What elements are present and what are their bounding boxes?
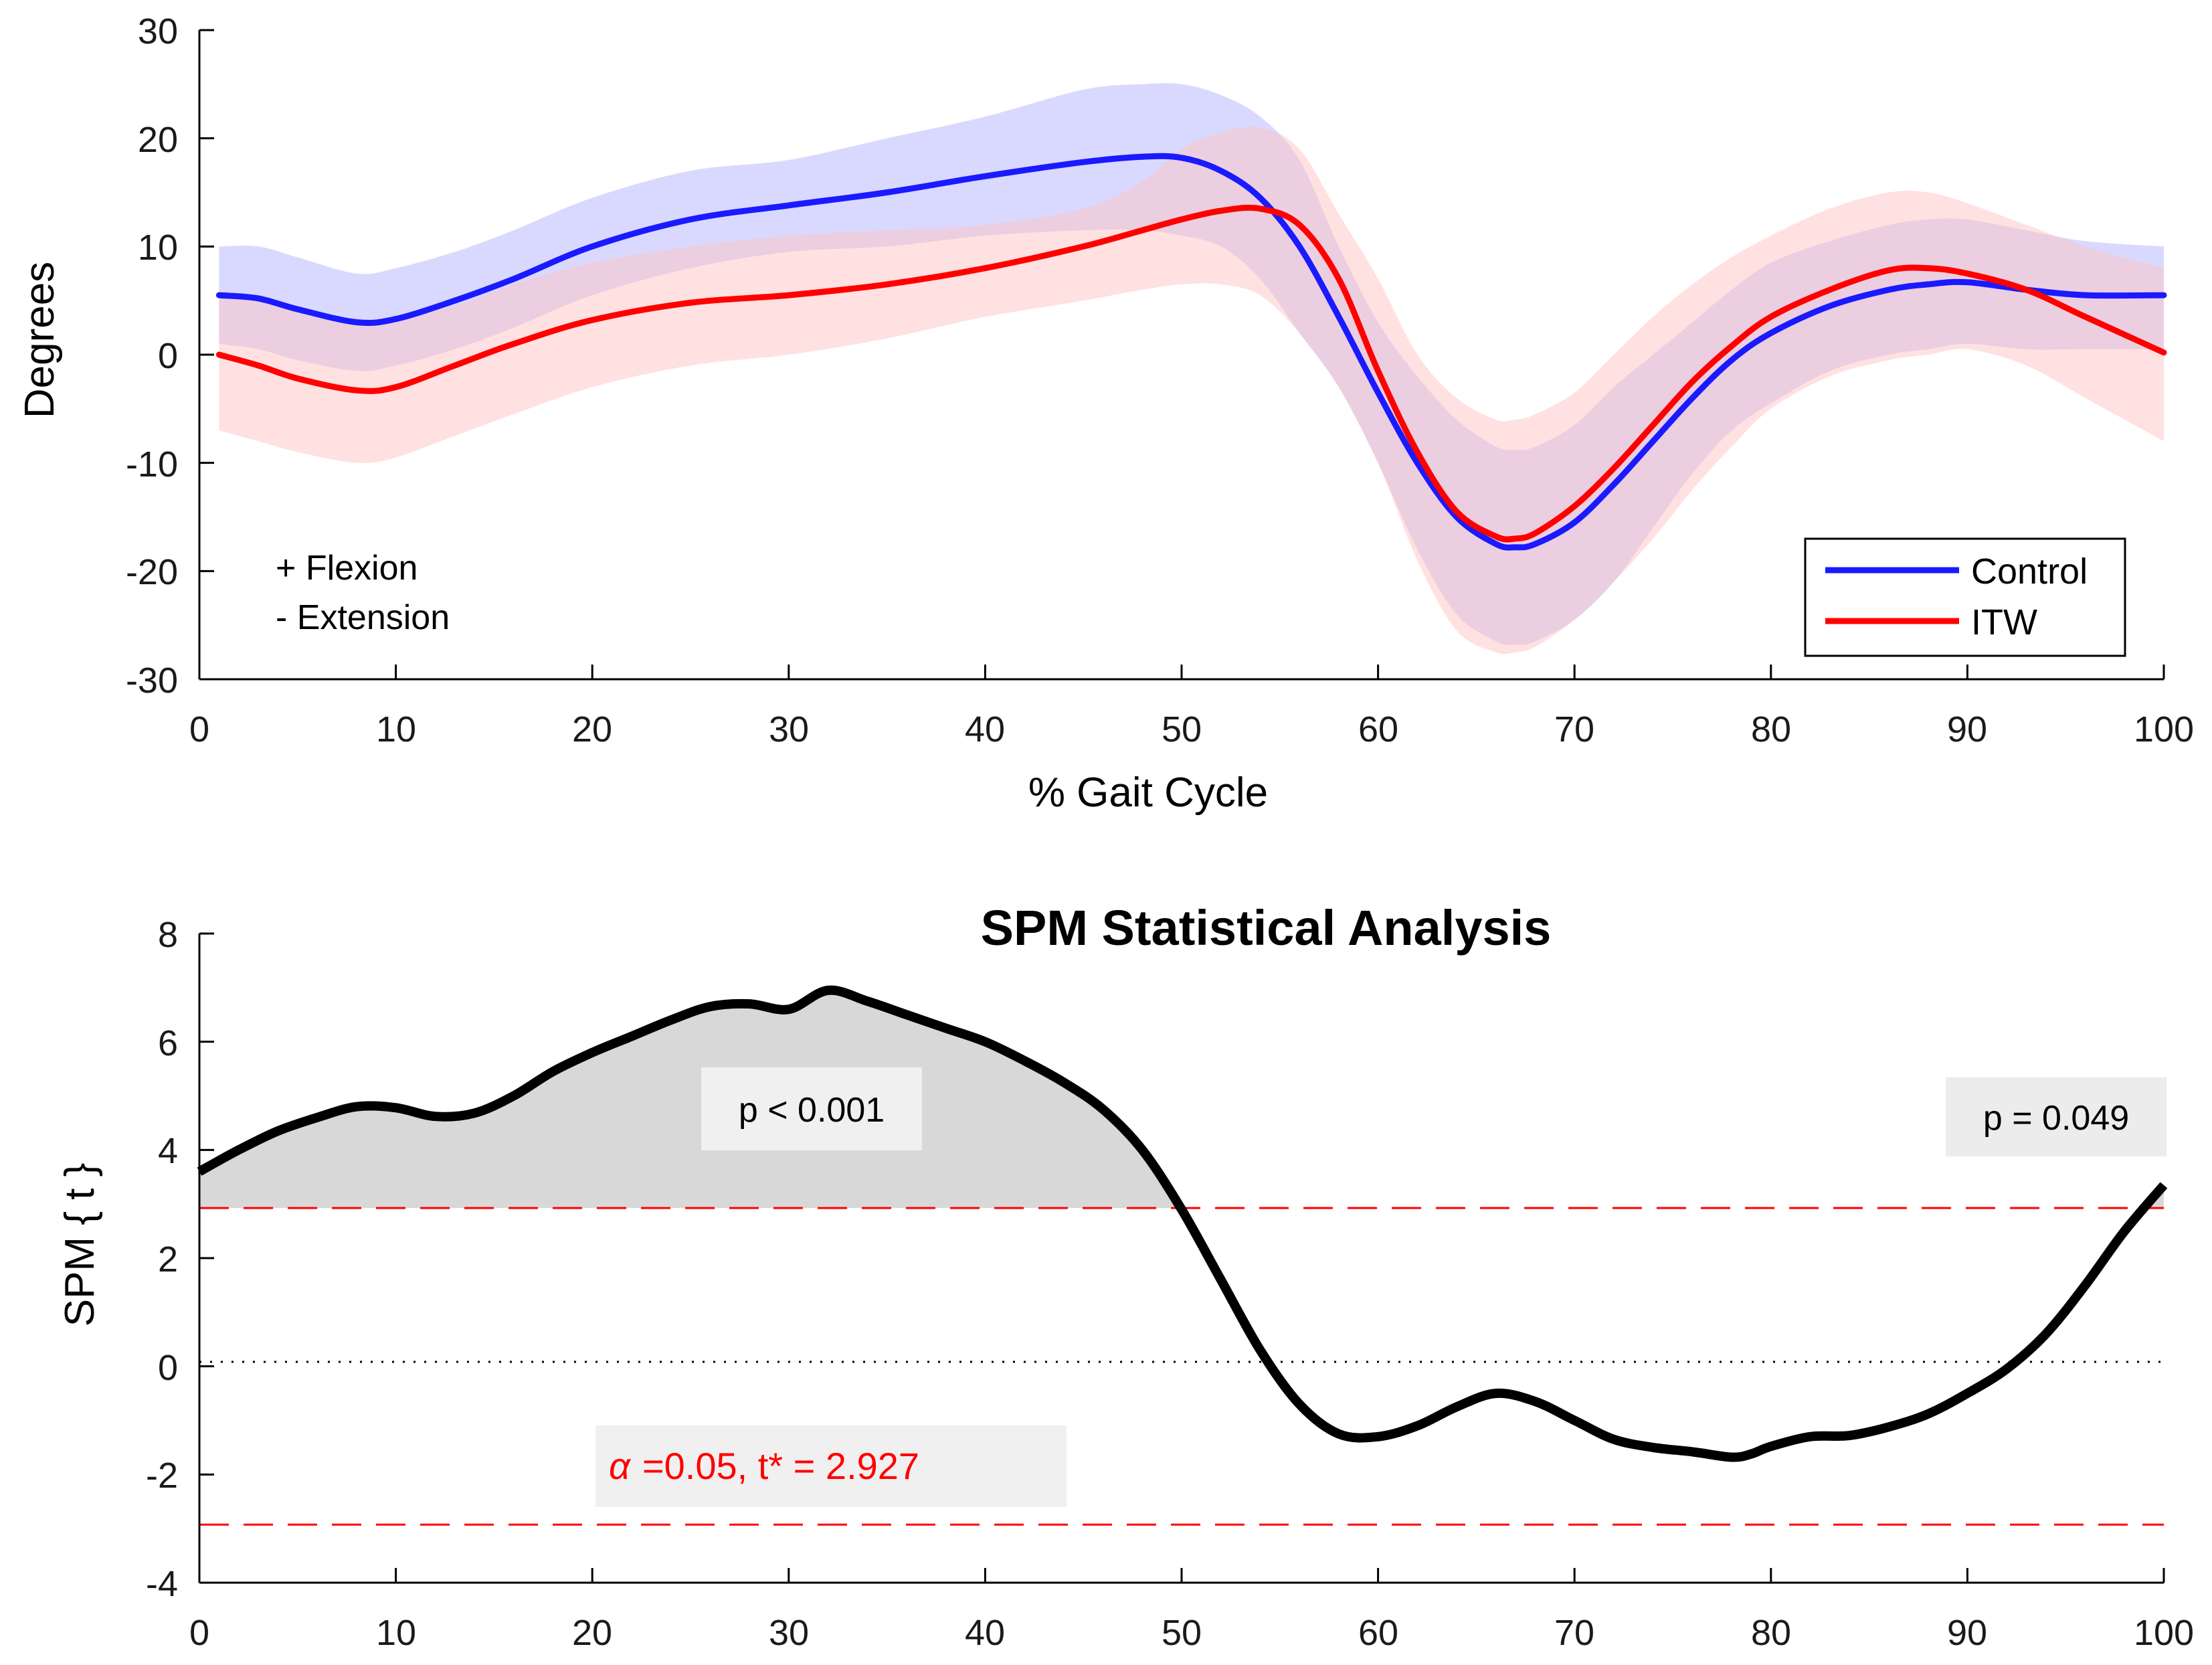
xtick-label: 60 bbox=[1358, 709, 1398, 750]
xtick-label: 90 bbox=[1947, 709, 1987, 750]
xtick-label: 60 bbox=[1358, 1613, 1398, 1653]
ytick-label: 0 bbox=[158, 336, 178, 376]
xtick-label: 0 bbox=[189, 709, 209, 750]
xtick-label: 70 bbox=[1554, 1613, 1594, 1653]
legend-label-itw: ITW bbox=[1971, 602, 2037, 642]
xtick-label: 40 bbox=[965, 1613, 1005, 1653]
spm-y-label: SPM { t } bbox=[57, 1163, 103, 1327]
xtick-label: 30 bbox=[769, 709, 809, 750]
spm-title: SPM Statistical Analysis bbox=[981, 900, 1552, 956]
xtick-label: 70 bbox=[1554, 709, 1594, 750]
kinematics-plot: 30 20 10 0 -10 -20 -30 0 10 20 30 40 50 … bbox=[17, 11, 2194, 816]
series-line-control bbox=[215, 153, 2167, 551]
kinematics-xtick-labels: 0 10 20 30 40 50 60 70 80 90 100 bbox=[189, 709, 2194, 750]
ytick-label: 30 bbox=[138, 11, 178, 52]
xtick-label: 20 bbox=[572, 709, 612, 750]
spm-ticks bbox=[198, 932, 2165, 1584]
band-itw bbox=[219, 126, 2164, 654]
xtick-label: 30 bbox=[769, 1613, 809, 1653]
alpha-symbol: α bbox=[609, 1445, 632, 1487]
threshold-label: α =0.05, t* = 2.927 bbox=[609, 1445, 919, 1487]
threshold-text: =0.05, t* = 2.927 bbox=[642, 1445, 919, 1487]
threshold-label-bg bbox=[595, 1425, 1067, 1507]
ytick-label: 10 bbox=[138, 228, 178, 268]
xtick-label: 10 bbox=[376, 1613, 416, 1653]
kinematics-bands bbox=[219, 83, 2164, 654]
spm-ytick-labels: 8 6 4 2 0 -2 -4 bbox=[146, 915, 178, 1604]
ytick-label: 20 bbox=[138, 120, 178, 160]
xtick-label: 20 bbox=[572, 1613, 612, 1653]
spm-cluster-fills bbox=[199, 990, 2164, 1209]
series-line-itw bbox=[215, 204, 2167, 543]
spm-xtick-labels: 0 10 20 30 40 50 60 70 80 90 100 bbox=[189, 1613, 2194, 1653]
ytick-label: -10 bbox=[126, 444, 178, 485]
spm-threshold-lines bbox=[199, 1207, 2164, 1526]
legend-box bbox=[1804, 537, 2126, 657]
xtick-label: 80 bbox=[1751, 709, 1791, 750]
ytick-label: 2 bbox=[158, 1239, 178, 1280]
ytick-label: -30 bbox=[126, 661, 178, 701]
kinematics-lines bbox=[215, 153, 2167, 551]
cluster-1-p-value: p < 0.001 bbox=[739, 1091, 885, 1130]
kinematics-ticks bbox=[198, 29, 2165, 681]
cluster-fill-1 bbox=[199, 990, 1181, 1209]
kinematics-ytick-labels: 30 20 10 0 -10 -20 -30 bbox=[126, 11, 178, 701]
band-control bbox=[219, 83, 2164, 645]
xtick-label: 0 bbox=[189, 1613, 209, 1653]
cluster-2-p-value: p = 0.049 bbox=[1983, 1099, 2129, 1138]
xtick-label: 100 bbox=[2134, 1613, 2194, 1653]
ytick-label: -20 bbox=[126, 552, 178, 592]
cluster-2-label-bg bbox=[1946, 1077, 2167, 1156]
ytick-label: -2 bbox=[146, 1456, 178, 1496]
xtick-label: 90 bbox=[1947, 1613, 1987, 1653]
xtick-label: 50 bbox=[1162, 709, 1202, 750]
spm-plot: 8 6 4 2 0 -2 -4 0 10 20 30 40 50 60 70 8… bbox=[57, 900, 2194, 1653]
xtick-label: 50 bbox=[1162, 1613, 1202, 1653]
legend-label-control: Control bbox=[1971, 551, 2088, 592]
xtick-label: 10 bbox=[376, 709, 416, 750]
xtick-label: 80 bbox=[1751, 1613, 1791, 1653]
legend: Control ITW bbox=[1804, 537, 2126, 657]
kinematics-y-label: Degrees bbox=[17, 262, 63, 418]
cluster-1-label-bg bbox=[701, 1067, 922, 1150]
xtick-label: 100 bbox=[2134, 709, 2194, 750]
extension-annotation: - Extension bbox=[276, 598, 450, 637]
ytick-label: 6 bbox=[158, 1023, 178, 1063]
ytick-label: 0 bbox=[158, 1348, 178, 1388]
flexion-annotation: + Flexion bbox=[276, 549, 418, 588]
spm-curve-group bbox=[197, 985, 2168, 1462]
spm-curve bbox=[197, 985, 2168, 1462]
ytick-label: 8 bbox=[158, 915, 178, 955]
ytick-label: 4 bbox=[158, 1131, 178, 1171]
kinematics-x-label: % Gait Cycle bbox=[1028, 770, 1268, 816]
xtick-label: 40 bbox=[965, 709, 1005, 750]
ytick-label: -4 bbox=[146, 1564, 178, 1604]
